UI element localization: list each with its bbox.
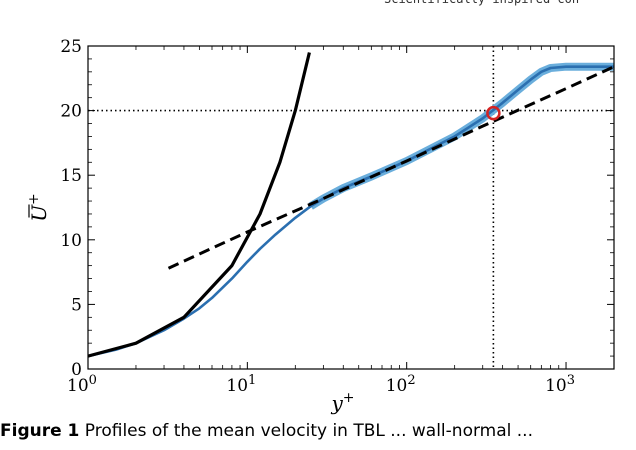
x-axis-label-sup: + xyxy=(343,390,355,406)
y-tick-label: 25 xyxy=(60,37,82,57)
y-tick-label: 0 xyxy=(71,360,82,380)
series-viscous-sublayer xyxy=(88,52,311,358)
y-axis-label: U+ xyxy=(26,193,51,222)
caption-text: Profiles of the mean velocity in TBL ...… xyxy=(84,421,533,441)
series-log-law xyxy=(167,65,614,270)
caption-lead: Figure 1 xyxy=(0,421,80,441)
y-axis-label-base: U xyxy=(27,204,51,222)
y-axis-label-sup: + xyxy=(26,193,42,205)
y-tick-label: 20 xyxy=(60,102,82,122)
x-tick-exp: 2 xyxy=(407,373,415,388)
x-tick-base: 10 xyxy=(67,376,89,396)
highlight-marker xyxy=(486,105,501,121)
y-tick-label: 15 xyxy=(60,166,82,186)
x-tick-label: 103 xyxy=(545,373,575,396)
x-tick-label: 100 xyxy=(67,373,97,396)
axes-frame xyxy=(87,45,615,370)
truncated-header-text: Scientifically inspired con xyxy=(384,0,636,8)
x-tick-label: 101 xyxy=(226,373,256,396)
x-axis-label: y+ xyxy=(330,390,354,415)
series-profile xyxy=(88,65,614,358)
x-axis-label-base: y xyxy=(330,391,343,415)
x-tick-base: 10 xyxy=(226,376,248,396)
x-tick-base: 10 xyxy=(386,376,408,396)
x-tick-base: 10 xyxy=(545,376,567,396)
series-layer xyxy=(88,46,614,369)
axes-layer xyxy=(87,45,615,370)
x-tick-label: 102 xyxy=(386,373,416,396)
y-tick-label: 5 xyxy=(71,295,82,315)
x-tick-exp: 0 xyxy=(89,373,97,388)
x-tick-exp: 1 xyxy=(248,373,256,388)
figure-caption: Figure 1 Profiles of the mean velocity i… xyxy=(0,420,636,450)
y-tick-label: 10 xyxy=(60,231,82,251)
x-tick-exp: 3 xyxy=(567,373,575,388)
y-axis-label-text: U+ xyxy=(26,193,51,222)
